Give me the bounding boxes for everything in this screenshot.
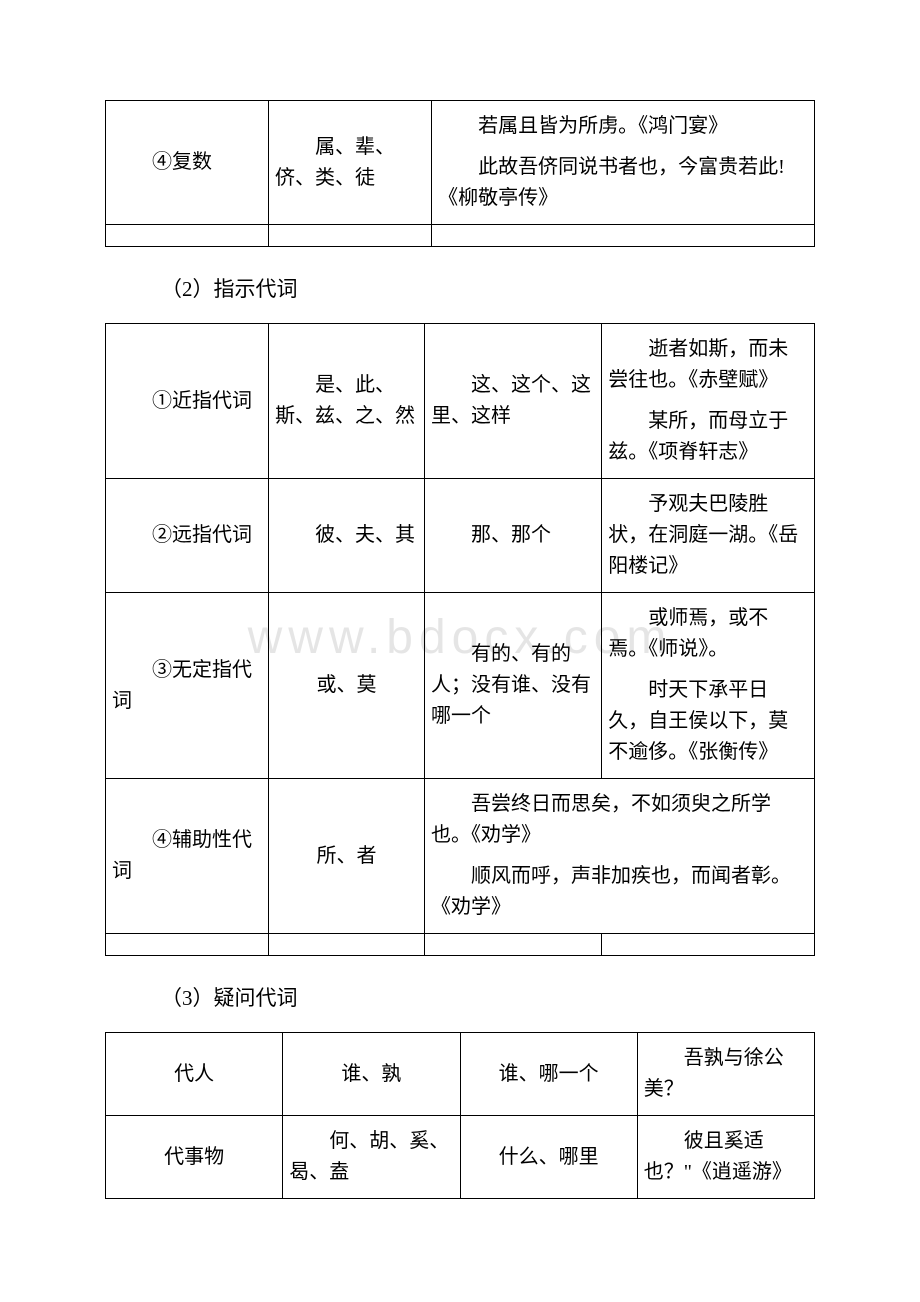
row-example: 彼且奚适也？"《逍遥游》 xyxy=(644,1126,808,1188)
row-label: 代事物 xyxy=(164,1146,224,1168)
row-example: 某所，而母立于兹。《项脊轩志》 xyxy=(608,406,808,468)
row-words: 属、辈、侪、类、徒 xyxy=(275,132,425,194)
section-title: （2）指示代词 xyxy=(161,273,815,303)
table-row xyxy=(106,934,815,956)
row-example: 予观夫巴陵胜状，在洞庭一湖。《岳阳楼记》 xyxy=(608,489,808,582)
table-row: 代事物 何、胡、奚、曷、盍 什么、哪里 彼且奚适也？"《逍遥游》 xyxy=(106,1116,815,1199)
row-meaning: 这、这个、这里、这样 xyxy=(431,370,595,432)
table-row xyxy=(106,225,815,247)
row-example: 吾孰与徐公美？ xyxy=(644,1043,808,1105)
row-label: 代人 xyxy=(174,1063,214,1085)
row-label: ②远指代词 xyxy=(112,520,262,551)
section-title: （3）疑问代词 xyxy=(161,982,815,1012)
table-row: ①近指代词 是、此、斯、兹、之、然 这、这个、这里、这样 逝者如斯，而未尝往也。… xyxy=(106,324,815,479)
row-label: ④复数 xyxy=(112,147,262,178)
row-words: 谁、孰 xyxy=(341,1063,401,1085)
table-row: ④复数 属、辈、侪、类、徒 若属且皆为所虏。《鸿门宴》 此故吾侪同说书者也，今富… xyxy=(106,101,815,225)
row-example: 若属且皆为所虏。《鸿门宴》 xyxy=(438,111,808,142)
row-meaning: 那、那个 xyxy=(431,520,595,551)
row-meaning: 有的、有的人；没有谁、没有哪一个 xyxy=(431,639,595,732)
row-words: 所、者 xyxy=(317,845,377,867)
table-plural-pronouns: ④复数 属、辈、侪、类、徒 若属且皆为所虏。《鸿门宴》 此故吾侪同说书者也，今富… xyxy=(105,100,815,247)
row-example: 顺风而呼，声非加疾也，而闻者彰。《劝学》 xyxy=(431,861,808,923)
table-row: ③无定指代词 或、莫 有的、有的人；没有谁、没有哪一个 或师焉，或不焉。《师说》… xyxy=(106,593,815,779)
row-words: 彼、夫、其 xyxy=(275,520,418,551)
row-example: 吾尝终日而思矣，不如须臾之所学也。《劝学》 xyxy=(431,789,808,851)
row-meaning: 谁、哪一个 xyxy=(499,1063,599,1085)
row-meaning: 什么、哪里 xyxy=(499,1146,599,1168)
row-example: 此故吾侪同说书者也，今富贵若此!《柳敬亭传》 xyxy=(438,152,808,214)
row-words: 或、莫 xyxy=(317,674,377,696)
row-words: 是、此、斯、兹、之、然 xyxy=(275,370,418,432)
table-row: ④辅助性代词 所、者 吾尝终日而思矣，不如须臾之所学也。《劝学》 顺风而呼，声非… xyxy=(106,779,815,934)
row-label: ③无定指代词 xyxy=(112,655,262,717)
table-row: 代人 谁、孰 谁、哪一个 吾孰与徐公美？ xyxy=(106,1033,815,1116)
row-example: 或师焉，或不焉。《师说》。 xyxy=(608,603,808,665)
table-row: ②远指代词 彼、夫、其 那、那个 予观夫巴陵胜状，在洞庭一湖。《岳阳楼记》 xyxy=(106,479,815,593)
table-interrogative-pronouns: 代人 谁、孰 谁、哪一个 吾孰与徐公美？ 代事物 何、胡、奚、曷、盍 什么、哪里… xyxy=(105,1032,815,1199)
row-example: 时天下承平日久，自王侯以下，莫不逾侈。《张衡传》 xyxy=(608,675,808,768)
table-demonstrative-pronouns: ①近指代词 是、此、斯、兹、之、然 这、这个、这里、这样 逝者如斯，而未尝往也。… xyxy=(105,323,815,956)
row-label: ④辅助性代词 xyxy=(112,825,262,887)
row-words: 何、胡、奚、曷、盍 xyxy=(289,1126,453,1188)
row-example: 逝者如斯，而未尝往也。《赤壁赋》 xyxy=(608,334,808,396)
row-label: ①近指代词 xyxy=(112,386,262,417)
